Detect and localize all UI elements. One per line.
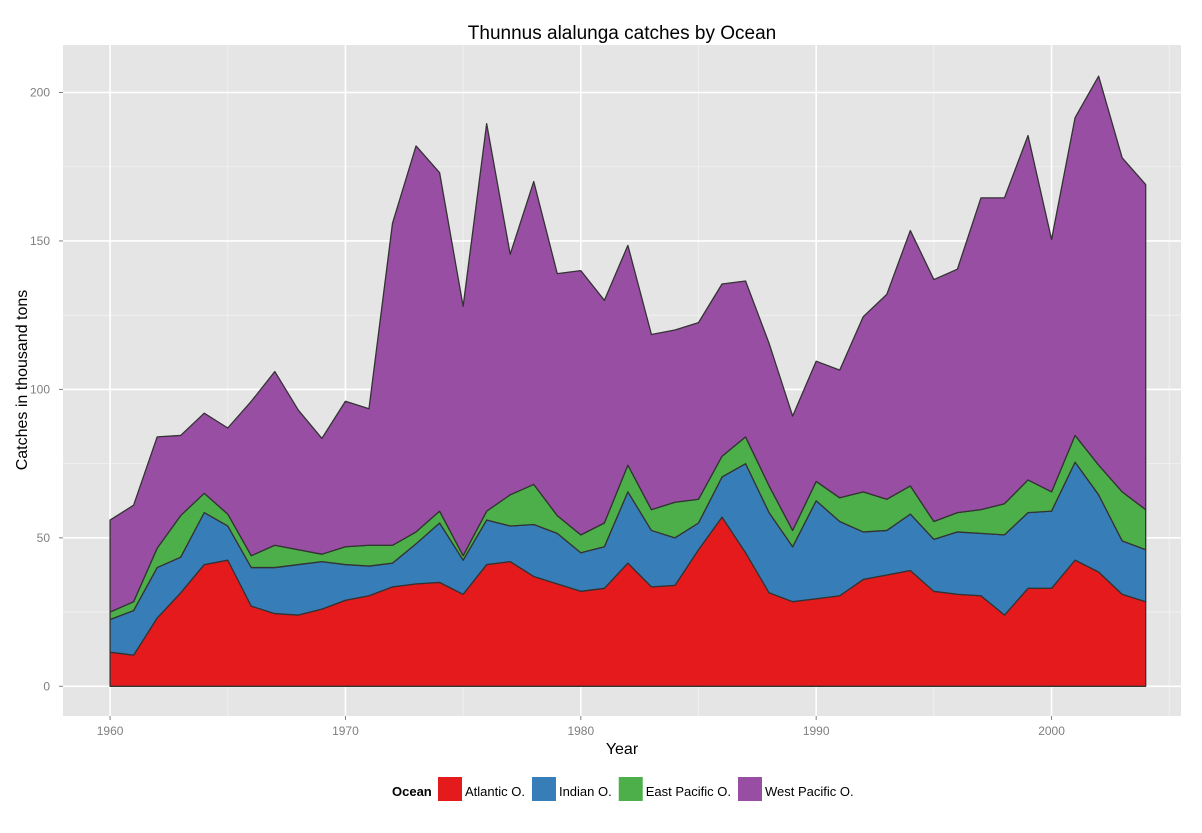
legend-swatch — [438, 777, 462, 801]
legend-swatch — [531, 777, 556, 801]
y-tick-label: 200 — [30, 86, 50, 100]
x-tick-label: 1980 — [567, 724, 594, 738]
y-axis-ticks: 0 50 100 150 200 — [30, 86, 63, 693]
legend-item-atlantic-o: Atlantic O. — [438, 777, 525, 801]
x-tick-label: 1960 — [97, 724, 124, 738]
legend-label: West Pacific O. — [765, 784, 854, 799]
legend-swatch — [737, 777, 762, 801]
x-tick-label: 1990 — [803, 724, 830, 738]
area-west-pacific-o — [109, 75, 1147, 613]
legend-swatch — [618, 777, 643, 801]
y-tick-label: 50 — [37, 531, 51, 545]
stacked-areas — [109, 75, 1147, 687]
y-tick-label: 0 — [43, 679, 50, 693]
legend-items: Atlantic O. Indian O. East Pacific O. West … — [438, 777, 854, 801]
legend-item-east-pacific-o: East Pacific O. — [618, 777, 731, 801]
legend-item-indian-o: Indian O. — [531, 777, 612, 801]
x-axis-ticks: 1960 1970 1980 1990 2000 — [97, 716, 1065, 738]
y-axis-title: Catches in thousand tons — [14, 290, 31, 471]
legend: Ocean Atlantic O. Indian O. East Pacific O… — [392, 777, 854, 801]
legend-item-west-pacific-o: West Pacific O. — [737, 777, 854, 801]
legend-title: Ocean — [392, 784, 432, 799]
y-tick-label: 150 — [30, 234, 50, 248]
chart-title: Thunnus alalunga catches by Ocean — [468, 23, 776, 44]
x-axis-title: Year — [606, 741, 639, 758]
y-tick-label: 100 — [30, 382, 50, 396]
x-tick-label: 2000 — [1038, 724, 1065, 738]
legend-label: Atlantic O. — [465, 784, 525, 799]
x-tick-label: 1970 — [332, 724, 359, 738]
legend-label: Indian O. — [559, 784, 612, 799]
legend-label: East Pacific O. — [646, 784, 731, 799]
